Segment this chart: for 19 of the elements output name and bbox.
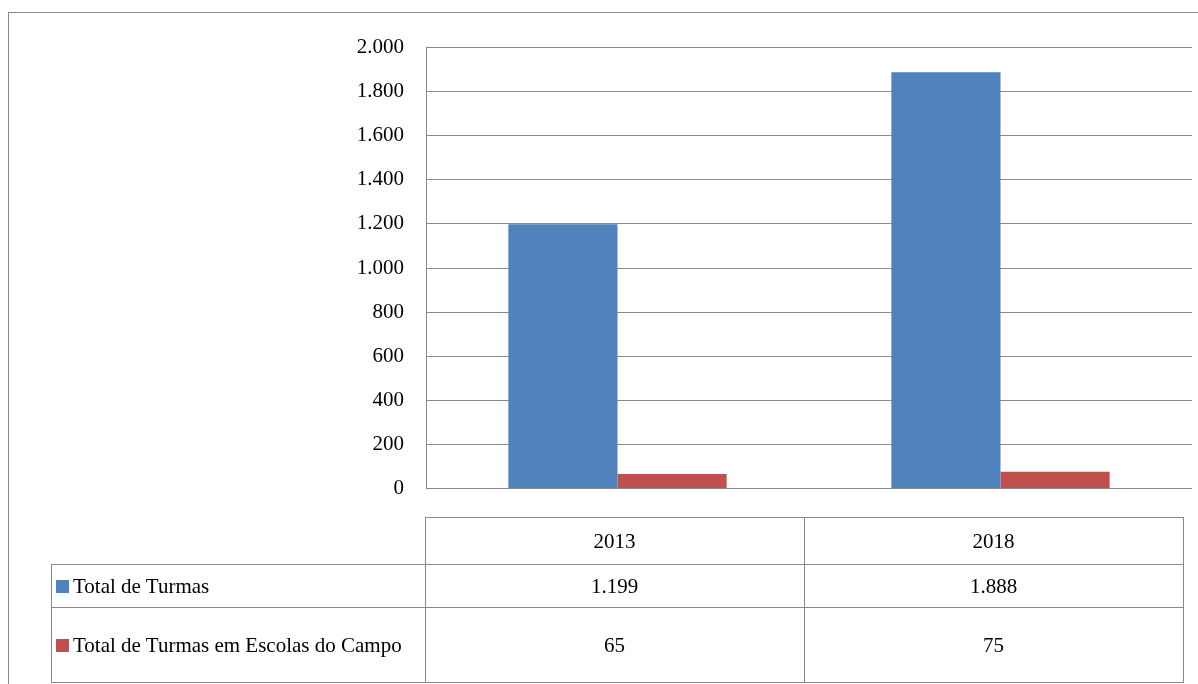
y-tick-label: 0 <box>393 474 404 499</box>
legend-label: Total de Turmas <box>51 564 425 608</box>
y-tick-label: 600 <box>372 342 404 367</box>
y-tick-label: 1.800 <box>356 78 404 103</box>
data-label: 1.888 <box>804 564 1183 608</box>
y-tick-label: 1.400 <box>356 166 404 191</box>
y-tick-label: 1.600 <box>356 122 404 147</box>
x-tick-label: 2013 <box>425 517 804 565</box>
y-tick-label: 1.200 <box>356 210 404 235</box>
data-label: 1.199 <box>425 564 804 608</box>
y-tick-label: 800 <box>372 298 404 323</box>
y-tick-label: 2.000 <box>356 34 404 59</box>
legend-label: Total de Turmas em Escolas do Campo <box>51 607 425 683</box>
x-tick-label: 2018 <box>804 517 1183 565</box>
data-label: 65 <box>425 607 804 683</box>
y-tick-label: 200 <box>372 430 404 455</box>
data-label: 75 <box>804 607 1183 683</box>
y-tick-label: 1.000 <box>356 254 404 279</box>
y-tick-label: 400 <box>372 386 404 411</box>
